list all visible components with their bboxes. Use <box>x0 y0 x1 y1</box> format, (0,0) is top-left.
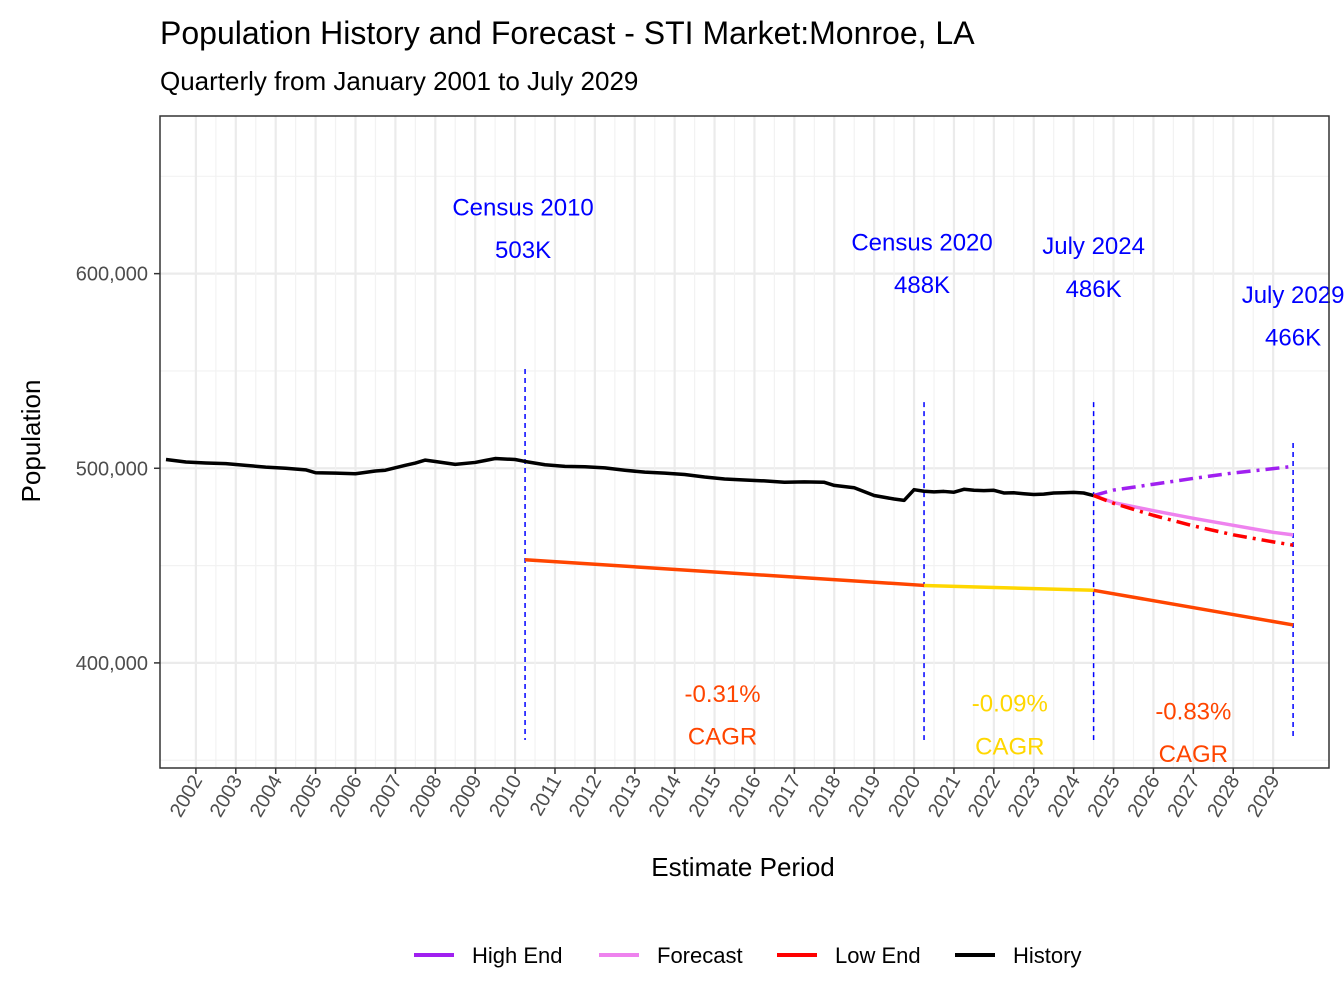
legend-label: High End <box>472 943 563 968</box>
annotation-label: 488K <box>894 272 950 299</box>
x-tick-label: 2021 <box>924 772 965 822</box>
x-tick-label: 2013 <box>605 772 646 822</box>
legend: High End Forecast Low End History <box>414 943 1081 968</box>
series-line-history <box>165 456 1095 503</box>
legend-label: Forecast <box>657 943 743 968</box>
x-tick-label: 2020 <box>884 772 925 822</box>
x-tick-label: 2023 <box>1004 772 1045 822</box>
y-axis-title: Population <box>16 380 46 503</box>
axes: 400,000500,000600,0002002200320042005200… <box>76 264 1285 821</box>
grid <box>160 116 1329 768</box>
cagr-line <box>1093 588 1294 627</box>
annotation-label: -0.09% <box>972 691 1048 718</box>
annotation-label: Census 2010 <box>452 194 593 221</box>
annotation-label: -0.83% <box>1155 698 1231 725</box>
annotation-label: CAGR <box>688 724 757 751</box>
x-tick-label: 2025 <box>1084 772 1125 822</box>
reference-lines <box>524 369 1294 740</box>
x-tick-label: 2028 <box>1203 772 1244 822</box>
x-axis-title: Estimate Period <box>651 852 835 882</box>
annotation-label: 486K <box>1066 276 1122 303</box>
plot-panel-border <box>159 115 1330 769</box>
cagr-line <box>524 558 925 588</box>
x-tick-label: 2026 <box>1123 772 1164 822</box>
annotation-label: CAGR <box>1159 741 1228 768</box>
x-tick-label: 2012 <box>565 772 606 822</box>
x-tick-label: 2022 <box>964 772 1005 822</box>
x-tick-label: 2011 <box>526 772 567 820</box>
x-tick-label: 2014 <box>645 772 686 822</box>
x-tick-label: 2024 <box>1044 772 1085 822</box>
annotation-label: Census 2020 <box>851 229 992 256</box>
x-tick-label: 2009 <box>445 772 486 822</box>
x-tick-label: 2027 <box>1163 772 1204 822</box>
x-tick-label: 2010 <box>485 772 526 822</box>
y-tick-label: 400,000 <box>76 653 148 675</box>
annotations: Census 2010 503K Census 2020 488K July 2024 4… <box>452 194 1344 768</box>
annotation-label: 466K <box>1265 325 1321 352</box>
chart-subtitle: Quarterly from January 2001 to July 2029 <box>160 66 638 96</box>
series-line-high-end <box>1093 464 1294 498</box>
series-lines <box>165 456 1294 627</box>
x-tick-label: 2006 <box>326 772 367 822</box>
series-line-low-end <box>1092 493 1294 547</box>
x-tick-label: 2018 <box>804 772 845 822</box>
legend-label: Low End <box>835 943 921 968</box>
annotation-label: -0.31% <box>685 681 761 708</box>
x-tick-label: 2004 <box>246 772 287 822</box>
x-tick-label: 2029 <box>1243 772 1284 822</box>
x-tick-label: 2005 <box>286 772 327 822</box>
x-tick-label: 2003 <box>206 772 247 822</box>
x-tick-label: 2019 <box>844 772 885 822</box>
y-tick-label: 600,000 <box>76 264 148 286</box>
annotation-label: July 2024 <box>1042 233 1145 260</box>
chart-title: Population History and Forecast - STI Ma… <box>160 15 975 51</box>
x-tick-label: 2007 <box>365 772 406 822</box>
x-tick-label: 2016 <box>725 772 766 822</box>
x-tick-label: 2015 <box>685 772 726 822</box>
legend-label: History <box>1013 943 1081 968</box>
cagr-line <box>923 583 1094 593</box>
x-tick-label: 2017 <box>764 772 805 822</box>
x-tick-label: 2002 <box>166 772 207 822</box>
y-tick-label: 500,000 <box>76 458 148 480</box>
annotation-label: 503K <box>495 237 551 264</box>
annotation-label: July 2029 <box>1242 282 1344 309</box>
x-tick-label: 2008 <box>405 772 446 822</box>
annotation-label: CAGR <box>975 733 1044 760</box>
